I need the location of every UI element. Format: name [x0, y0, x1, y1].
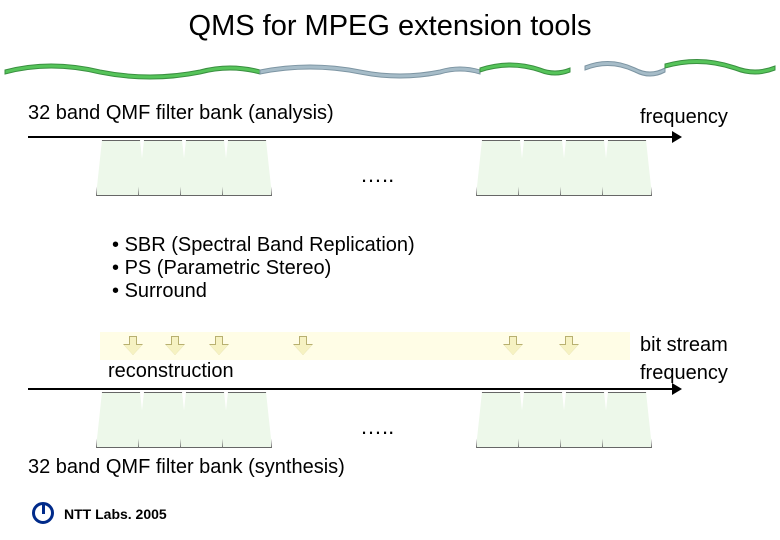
filter-band — [560, 140, 610, 196]
wave-decoration — [0, 56, 780, 82]
footer-text: NTT Labs. 2005 — [64, 506, 167, 522]
synthesis-bands-right — [476, 392, 652, 448]
reconstruction-label: reconstruction — [108, 360, 234, 383]
filter-band — [96, 392, 146, 448]
filter-band — [602, 392, 652, 448]
analysis-axis-arrow — [672, 131, 682, 143]
filter-band — [518, 140, 568, 196]
analysis-bands-right — [476, 140, 652, 196]
filter-band — [96, 140, 146, 196]
down-arrow-icon — [210, 336, 228, 356]
filter-band — [476, 392, 526, 448]
filter-band — [138, 140, 188, 196]
filter-band — [180, 140, 230, 196]
filter-band — [138, 392, 188, 448]
filter-band — [602, 140, 652, 196]
bitstream-label: bit stream — [640, 334, 728, 357]
frequency-label-2: frequency — [640, 362, 728, 385]
filter-band — [222, 392, 272, 448]
synthesis-bands-left — [96, 392, 272, 448]
analysis-bands-left — [96, 140, 272, 196]
bullet-item: SBR (Spectral Band Replication) — [112, 234, 415, 257]
down-arrow-icon — [124, 336, 142, 356]
ellipsis-2: ….. — [360, 414, 394, 440]
analysis-label: 32 band QMF filter bank (analysis) — [28, 102, 334, 125]
bullet-item: Surround — [112, 280, 415, 303]
filter-band — [180, 392, 230, 448]
filter-band — [222, 140, 272, 196]
synthesis-label: 32 band QMF filter bank (synthesis) — [28, 456, 345, 479]
filter-band — [518, 392, 568, 448]
ellipsis-1: ….. — [360, 162, 394, 188]
ntt-logo-icon — [32, 502, 54, 524]
page-title: QMS for MPEG extension tools — [0, 10, 780, 43]
bullet-item: PS (Parametric Stereo) — [112, 257, 415, 280]
bullet-list: SBR (Spectral Band Replication) PS (Para… — [112, 234, 415, 303]
down-arrow-icon — [294, 336, 312, 356]
analysis-axis — [28, 136, 672, 138]
frequency-label-1: frequency — [640, 106, 728, 129]
down-arrow-icon — [166, 336, 184, 356]
filter-band — [476, 140, 526, 196]
synthesis-axis — [28, 388, 672, 390]
filter-band — [560, 392, 610, 448]
down-arrow-icon — [560, 336, 578, 356]
down-arrow-icon — [504, 336, 522, 356]
